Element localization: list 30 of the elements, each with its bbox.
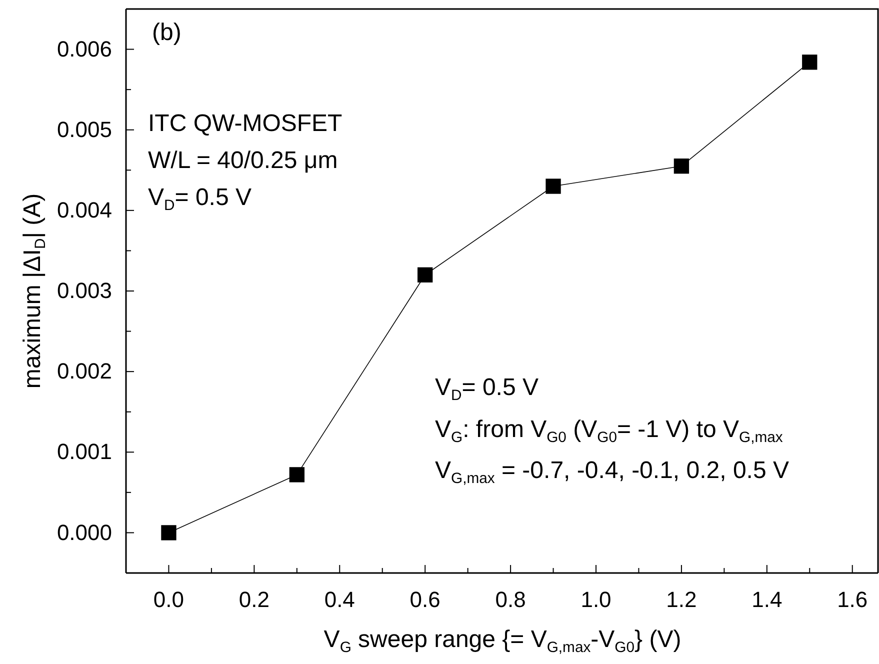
y-tick-label: 0.001 bbox=[56, 439, 112, 464]
annotation: (b) bbox=[152, 19, 182, 46]
x-tick-label: 1.0 bbox=[580, 586, 612, 612]
y-tick-label: 0.002 bbox=[56, 358, 112, 384]
point bbox=[674, 158, 690, 174]
annotation: ITC QW-MOSFET bbox=[148, 110, 343, 137]
point bbox=[289, 467, 304, 482]
x-axis-title: V$_{G}$ sweep range {= V$_{G,max}$-V$_{G0}$} (V) bbox=[324, 626, 682, 656]
x-tick-label: 1.4 bbox=[752, 586, 782, 612]
point bbox=[802, 54, 818, 70]
point bbox=[418, 267, 433, 282]
x-tick-label: 0.6 bbox=[410, 586, 440, 612]
x-tick-label: 0.0 bbox=[153, 586, 184, 612]
y-tick-label: 0.003 bbox=[56, 278, 112, 304]
annotation: V$_{D}$= 0.5 V bbox=[148, 184, 252, 214]
y-tick-label: 0.006 bbox=[56, 36, 112, 62]
y-tick-label: 0.005 bbox=[56, 116, 112, 142]
y-tick-label: 0.000 bbox=[56, 520, 112, 545]
annotation: W/L = 40/0.25 μm bbox=[148, 147, 338, 174]
point bbox=[546, 178, 561, 194]
annotation: V$_{G}$: from V$_{G0}$ (V$_{G0}$= -1 V) to V$_{G,max}$ bbox=[435, 416, 784, 446]
x-tick-label: 0.2 bbox=[238, 586, 270, 612]
y-tick-label: 0.004 bbox=[56, 197, 112, 222]
x-tick-label: 0.8 bbox=[495, 586, 526, 612]
annotation: V$_{D}$= 0.5 V bbox=[435, 374, 538, 404]
x-tick-label: 1.6 bbox=[837, 586, 868, 612]
point bbox=[161, 525, 176, 540]
annotation: V$_{G,max}$ = -0.7, -0.4, -0.1, 0.2, 0.5 V bbox=[435, 457, 789, 486]
x-tick-label: 1.2 bbox=[666, 586, 697, 612]
x-tick-label: 0.4 bbox=[324, 586, 355, 612]
